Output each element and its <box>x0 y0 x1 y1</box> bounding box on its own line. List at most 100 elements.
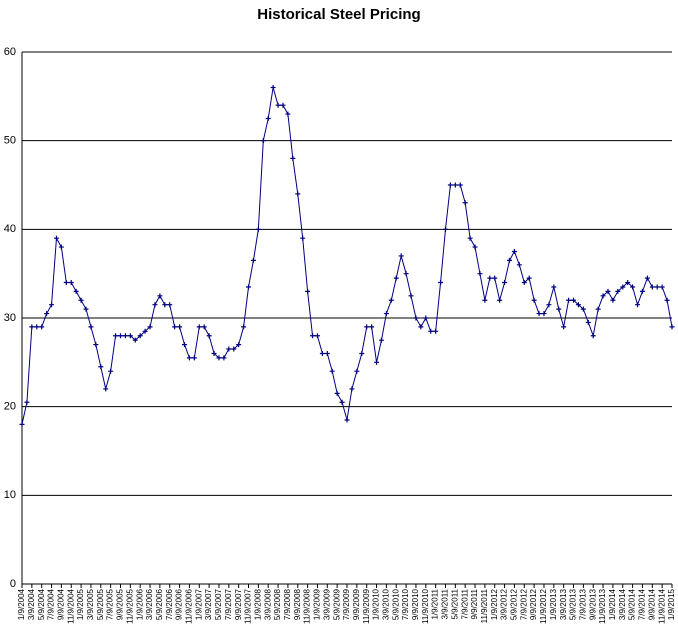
point-marker <box>526 275 532 281</box>
point-marker <box>132 337 138 343</box>
x-tick-label: 3/9/2005 <box>86 588 95 620</box>
point-marker <box>447 182 453 188</box>
point-marker <box>147 324 153 330</box>
x-tick-label: 11/9/2005 <box>125 588 134 624</box>
point-marker <box>467 235 473 241</box>
x-tick-label: 9/9/2010 <box>411 588 420 620</box>
point-marker <box>73 288 79 294</box>
point-marker <box>369 324 375 330</box>
x-tick-label: 9/9/2013 <box>588 588 597 620</box>
point-marker <box>88 324 94 330</box>
point-marker <box>310 333 316 339</box>
x-tick-label: 7/9/2007 <box>224 588 233 620</box>
point-marker <box>516 262 522 268</box>
x-tick-label: 5/9/2014 <box>628 588 637 620</box>
point-marker <box>260 138 266 144</box>
point-marker <box>546 302 552 308</box>
point-marker <box>610 297 616 303</box>
point-marker <box>556 306 562 312</box>
point-marker <box>398 253 404 259</box>
x-tick-label: 11/9/2013 <box>598 588 607 624</box>
x-tick-label: 11/9/2014 <box>657 588 666 624</box>
point-marker <box>472 244 478 250</box>
point-marker <box>585 319 591 325</box>
point-marker <box>113 333 119 339</box>
point-marker <box>541 311 547 317</box>
point-marker <box>462 200 468 206</box>
x-tick-label: 7/9/2012 <box>519 588 528 620</box>
point-marker <box>142 328 148 334</box>
point-marker <box>551 284 557 290</box>
chart-title: Historical Steel Pricing <box>257 6 420 23</box>
point-marker <box>334 390 340 396</box>
point-marker <box>649 284 655 290</box>
point-marker <box>191 355 197 361</box>
x-tick-label: 5/9/2008 <box>273 588 282 620</box>
x-tick-label: 3/9/2008 <box>263 588 272 620</box>
x-tick-label: 11/9/2009 <box>362 588 371 624</box>
point-marker <box>221 355 227 361</box>
point-marker <box>536 311 542 317</box>
point-marker <box>507 257 512 263</box>
point-marker <box>511 249 517 254</box>
point-marker <box>162 302 168 308</box>
x-tick-label: 11/9/2012 <box>539 588 548 624</box>
point-marker <box>98 364 104 370</box>
point-marker <box>492 275 498 281</box>
y-tick-label: 0 <box>10 578 16 590</box>
point-marker <box>226 346 232 352</box>
x-tick-label: 7/9/2005 <box>106 588 115 620</box>
point-marker <box>280 102 286 108</box>
x-tick-label: 5/9/2005 <box>96 588 105 620</box>
x-tick-label: 3/9/2009 <box>322 588 331 620</box>
x-tick-label: 1/9/2007 <box>194 588 203 620</box>
x-tick-label: 5/9/2010 <box>391 588 400 620</box>
x-tick-label: 5/9/2006 <box>155 588 164 620</box>
point-marker <box>669 324 675 330</box>
point-marker <box>68 280 74 286</box>
point-marker <box>590 333 596 339</box>
point-marker <box>418 324 424 330</box>
point-marker <box>566 297 572 303</box>
point-marker <box>324 350 330 356</box>
x-tick-label: 9/9/2014 <box>647 588 656 620</box>
x-tick-label: 5/9/2004 <box>37 588 46 620</box>
point-marker <box>34 324 40 330</box>
point-marker <box>246 284 252 290</box>
x-tick-label: 1/9/2005 <box>76 588 85 620</box>
point-marker <box>413 315 419 321</box>
x-tick-label: 1/9/2011 <box>431 588 440 619</box>
point-marker <box>580 306 586 312</box>
point-marker <box>344 417 350 423</box>
point-marker <box>196 324 202 330</box>
point-marker <box>152 302 158 308</box>
point-marker <box>615 288 621 294</box>
point-marker <box>497 297 503 303</box>
x-tick-label: 7/9/2009 <box>342 588 351 620</box>
x-tick-label: 11/9/2006 <box>185 588 194 624</box>
point-marker <box>93 342 99 348</box>
point-marker <box>442 226 448 232</box>
x-tick-label: 11/9/2007 <box>244 588 253 624</box>
point-marker <box>167 302 173 308</box>
point-marker <box>639 288 645 294</box>
point-marker <box>571 297 577 303</box>
price-line <box>21 87 673 425</box>
point-marker <box>644 275 650 281</box>
point-marker <box>575 302 581 308</box>
point-marker <box>44 311 50 317</box>
point-marker <box>433 328 439 334</box>
point-marker <box>127 333 133 339</box>
x-tick-label: 5/9/2009 <box>332 588 341 620</box>
x-tick-label: 7/9/2004 <box>47 588 56 620</box>
point-marker <box>359 350 365 356</box>
point-marker <box>625 280 631 286</box>
y-tick-label: 20 <box>4 401 16 413</box>
x-tick-label: 3/9/2006 <box>145 588 154 620</box>
x-tick-label: 9/9/2012 <box>529 588 538 620</box>
point-marker <box>354 368 360 374</box>
point-marker <box>83 306 89 312</box>
x-tick-label: 9/9/2004 <box>57 588 66 620</box>
point-marker <box>393 275 399 281</box>
